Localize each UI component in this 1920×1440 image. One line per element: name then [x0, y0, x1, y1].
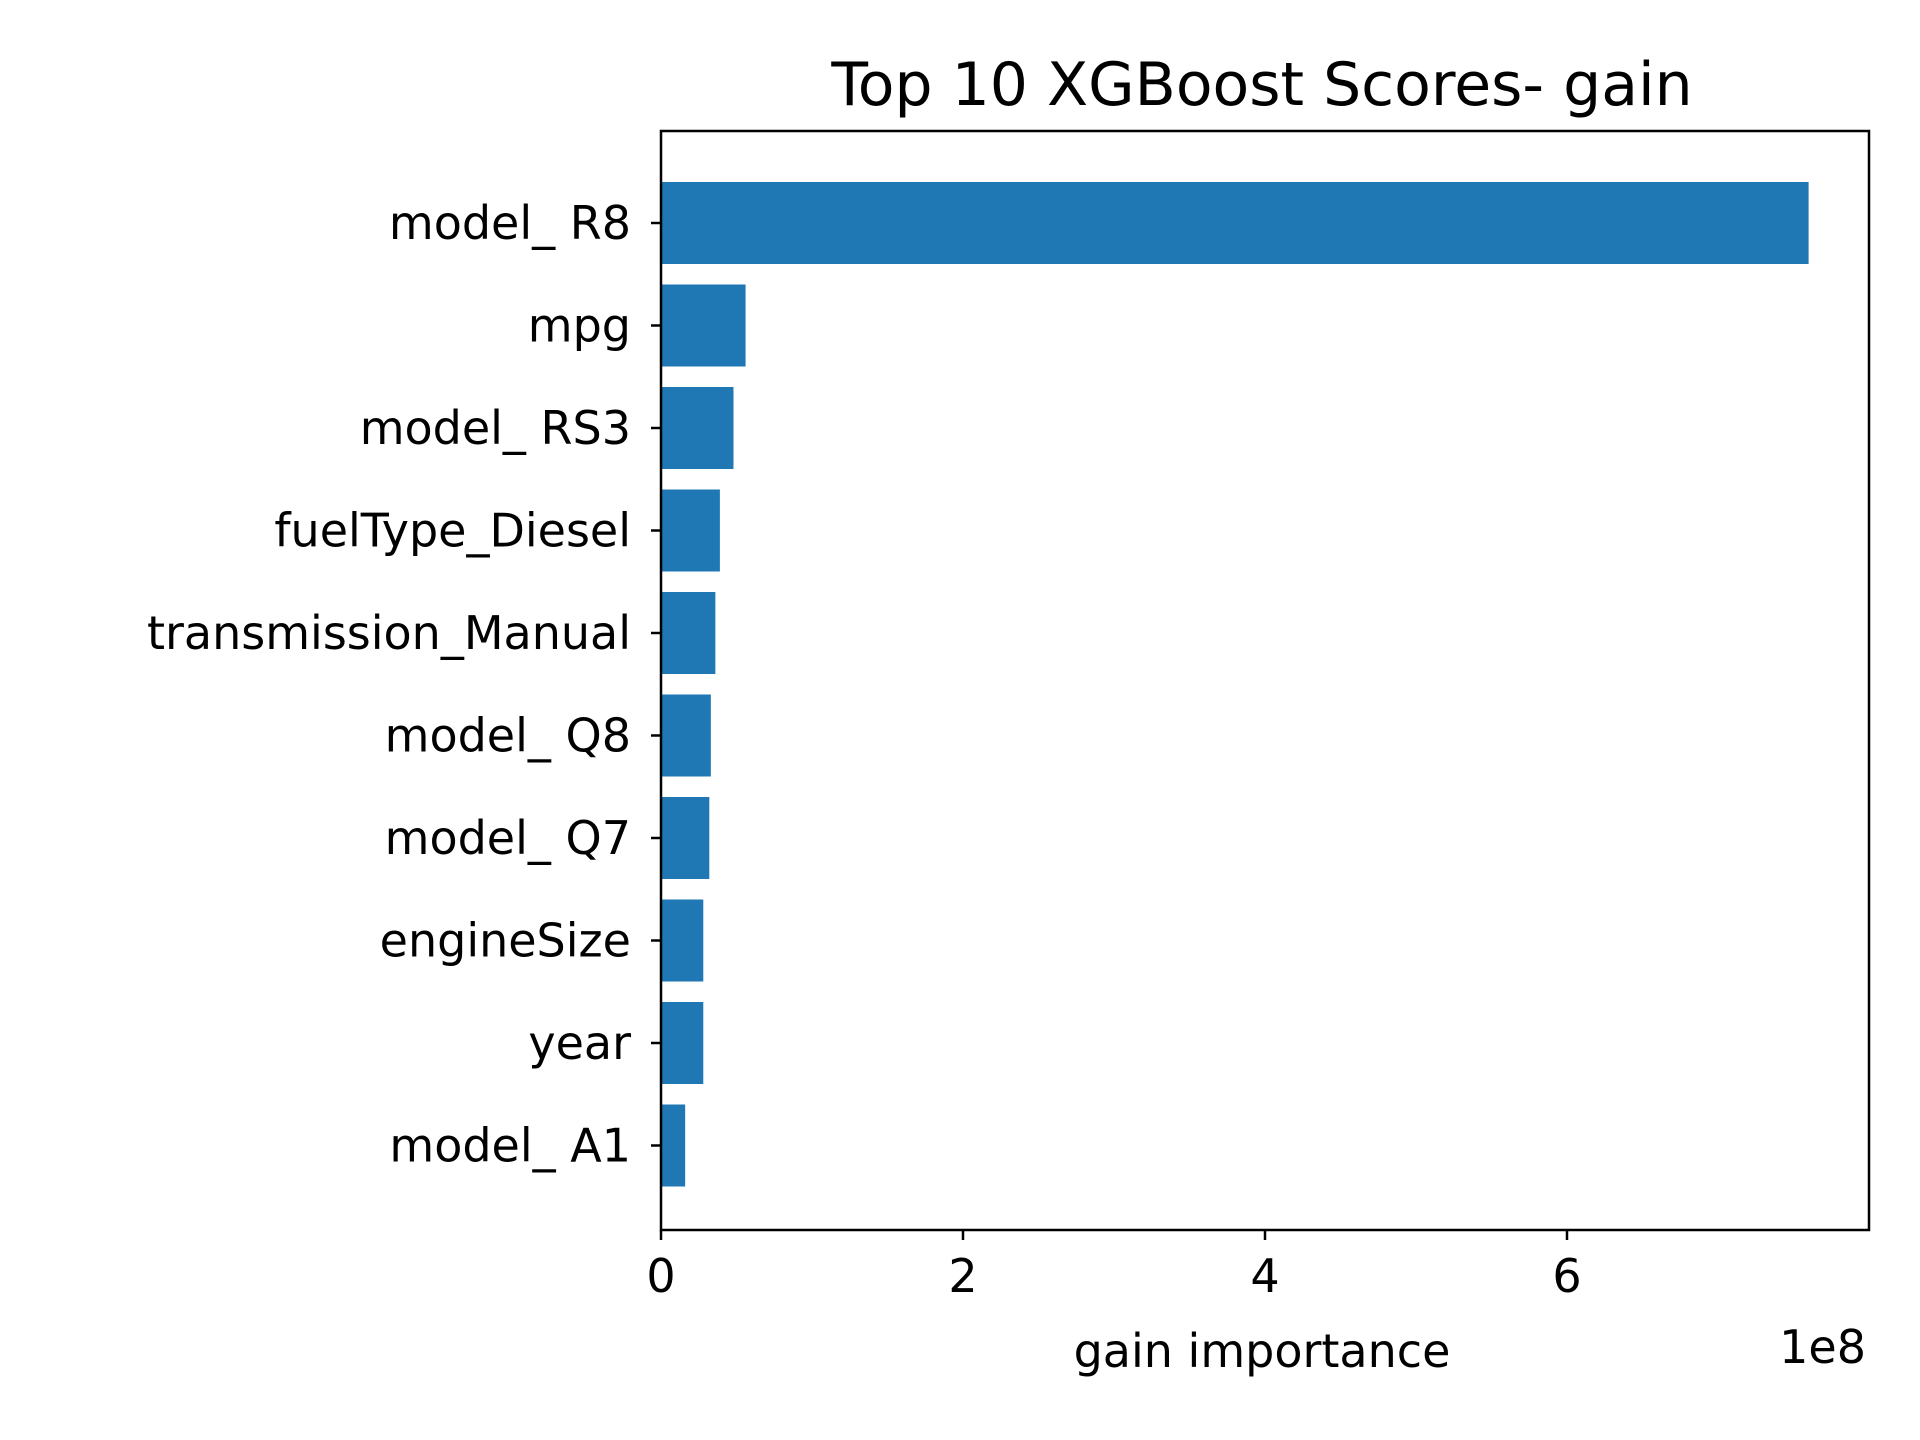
bar-year: [661, 1002, 704, 1084]
y-tick-label: year: [528, 1016, 631, 1070]
bar-model-rs3: [661, 387, 734, 469]
x-tick-label: 6: [1552, 1249, 1581, 1303]
x-tick-label: 2: [948, 1249, 977, 1303]
y-tick-label: transmission_Manual: [147, 606, 631, 660]
bar-enginesize: [661, 899, 704, 982]
y-tick-label: engineSize: [380, 914, 631, 968]
x-axis-offset-text: 1e8: [1779, 1320, 1866, 1374]
y-tick-label: model_ RS3: [360, 401, 631, 455]
bar-model-q8: [661, 694, 711, 777]
x-tick-label: 4: [1250, 1249, 1279, 1303]
bar-model-r8: [661, 182, 1809, 264]
y-axis-ticks: model_ R8 mpg model_ RS3 fuelType_Dieseltra…: [147, 196, 661, 1173]
y-tick-label: model_ R8: [389, 196, 631, 250]
bar-fueltype-diesel: [661, 489, 720, 572]
x-axis-label: gain importance: [1074, 1324, 1451, 1378]
bar-mpg: [661, 284, 746, 367]
y-tick-label: model_ Q8: [385, 709, 631, 763]
bar-transmission-manual: [661, 592, 716, 674]
y-tick-label: model_ Q7: [385, 811, 631, 865]
y-tick-label: fuelType_Diesel: [274, 504, 631, 558]
bar-model-q7: [661, 797, 710, 879]
bar-model-a1: [661, 1104, 686, 1187]
x-axis-ticks: 0 2 4 6: [646, 1230, 1582, 1303]
y-tick-label: model_ A1: [389, 1119, 631, 1173]
y-tick-label: mpg: [528, 299, 631, 353]
bars-group: [661, 182, 1809, 1187]
chart-title: Top 10 XGBoost Scores- gain: [830, 50, 1692, 120]
x-tick-label: 0: [646, 1249, 675, 1303]
plot-frame: [659, 129, 1871, 1232]
